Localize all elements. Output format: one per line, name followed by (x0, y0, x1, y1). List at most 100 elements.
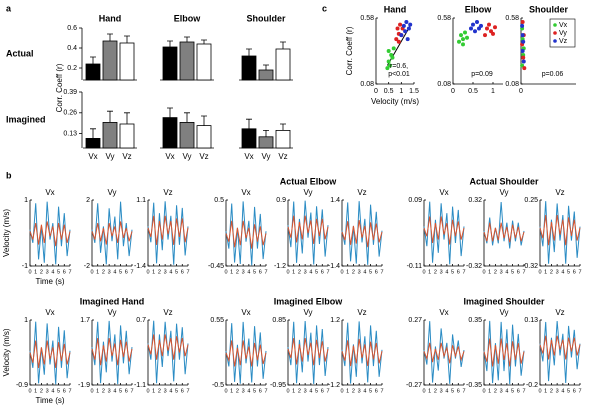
subplot-title: Vz (555, 308, 564, 317)
y-tick-label: -0.32 (522, 263, 538, 270)
series-line (91, 337, 133, 366)
y-tick-label: 0.4 (67, 45, 77, 52)
x-tick-label: 3 (556, 269, 559, 275)
panel-label: b (6, 170, 12, 180)
y-tick-label: 1.1 (136, 197, 146, 204)
bar (85, 137, 101, 149)
x-tick-label: 6 (259, 388, 262, 394)
subplot-title: Vy (303, 188, 312, 197)
series-line (423, 342, 465, 364)
x-tick-label: 1 (34, 388, 37, 394)
bar (102, 40, 118, 81)
subplot-title: Vz (163, 188, 172, 197)
series-line (539, 320, 581, 384)
x-tick-label: 1 (152, 269, 155, 275)
y-tick-label: 0.55 (210, 317, 224, 324)
group-title: Actual Elbow (280, 176, 338, 186)
y-tick-label: 0.85 (272, 317, 286, 324)
series-line (91, 201, 133, 265)
point (406, 26, 411, 31)
x-tick-label: 7 (578, 388, 581, 394)
x-tick-label: 3 (500, 269, 503, 275)
y-tick-label: -0.5 (212, 382, 224, 389)
x-tick-label: 0 (224, 388, 227, 394)
x-tick-label: 6 (181, 388, 184, 394)
subplot-title: Vx (45, 188, 54, 197)
point (493, 25, 497, 30)
y-tick-label: 0.58 (360, 15, 374, 22)
x-tick-label: 4 (247, 388, 250, 394)
x-tick-label: 6 (321, 388, 324, 394)
y-tick-label: 0.39 (63, 89, 77, 96)
group-title: Hand (99, 13, 122, 23)
legend-label: Vy (559, 30, 567, 37)
x-tick-label: 4 (169, 269, 172, 275)
x-tick-label: 5 (175, 388, 178, 394)
bar (85, 63, 101, 81)
x-tick-label: 7 (462, 269, 465, 275)
subplot-title: Vz (357, 308, 366, 317)
series-line (29, 201, 71, 265)
series-line (341, 201, 383, 265)
point (487, 22, 491, 27)
x-tick-label: 4 (51, 388, 54, 394)
y-tick-label: -0.45 (208, 263, 224, 270)
row-label: Imagined (6, 114, 46, 124)
x-tick-label: 1 (230, 388, 233, 394)
x-tick-label: 5 (57, 388, 60, 394)
y-tick-label: 0.58 (437, 15, 451, 22)
x-tick-label: 1 (96, 388, 99, 394)
x-tick-label: 6 (517, 269, 520, 275)
bar (119, 123, 135, 149)
y-tick-label: -0.35 (466, 382, 482, 389)
point (387, 63, 392, 68)
x-tick-label: 0 (90, 269, 93, 275)
x-tick-label: 2 (550, 269, 553, 275)
y-tick-label: 0.7 (136, 317, 146, 324)
x-tick-label: 0.5 (384, 88, 394, 95)
x-axis-label: Time (s) (35, 277, 64, 286)
point (520, 19, 525, 24)
y-tick-label: 0.35 (468, 317, 482, 324)
x-tick-label: Vx (165, 152, 174, 161)
x-tick-label: 5 (511, 269, 514, 275)
x-tick-label: 7 (186, 388, 189, 394)
error-bar (167, 107, 173, 118)
x-axis-label: Time (s) (35, 396, 64, 405)
point (465, 35, 469, 40)
x-tick-label: 4 (561, 269, 564, 275)
x-tick-label: 0 (146, 269, 149, 275)
x-tick-label: Vy (182, 152, 191, 161)
x-tick-label: 6 (321, 269, 324, 275)
group-title: Elbow (174, 13, 201, 23)
x-tick-label: 1 (544, 269, 547, 275)
x-axis-label: Velocity (m/s) (371, 97, 419, 106)
x-tick-label: 2 (158, 269, 161, 275)
x-tick-label: 5 (567, 269, 570, 275)
x-tick-label: Vy (261, 152, 270, 161)
x-tick-label: 4 (309, 269, 312, 275)
x-tick-label: 3 (164, 388, 167, 394)
error-bar (246, 118, 252, 129)
x-tick-label: Vy (105, 152, 114, 161)
x-tick-label: 0 (340, 388, 343, 394)
x-tick-label: 4 (309, 388, 312, 394)
subplot-title: Shoulder (529, 4, 568, 14)
y-axis-label: Velocity (m/s) (2, 209, 11, 257)
x-tick-label: 5 (315, 388, 318, 394)
x-tick-label: 0 (538, 269, 541, 275)
x-tick-label: 2 (40, 388, 43, 394)
y-tick-label: 0.32 (468, 197, 482, 204)
row-label: Actual (6, 48, 34, 58)
bar (275, 129, 291, 149)
y-tick-label: -0.11 (407, 263, 423, 270)
series-line (483, 338, 525, 367)
x-tick-label: 3 (242, 269, 245, 275)
error-bar (107, 33, 113, 41)
x-tick-label: 5 (57, 269, 60, 275)
point (491, 31, 495, 36)
x-tick-label: 1 (544, 388, 547, 394)
error-bar (90, 56, 96, 64)
x-tick-label: 2 (494, 388, 497, 394)
